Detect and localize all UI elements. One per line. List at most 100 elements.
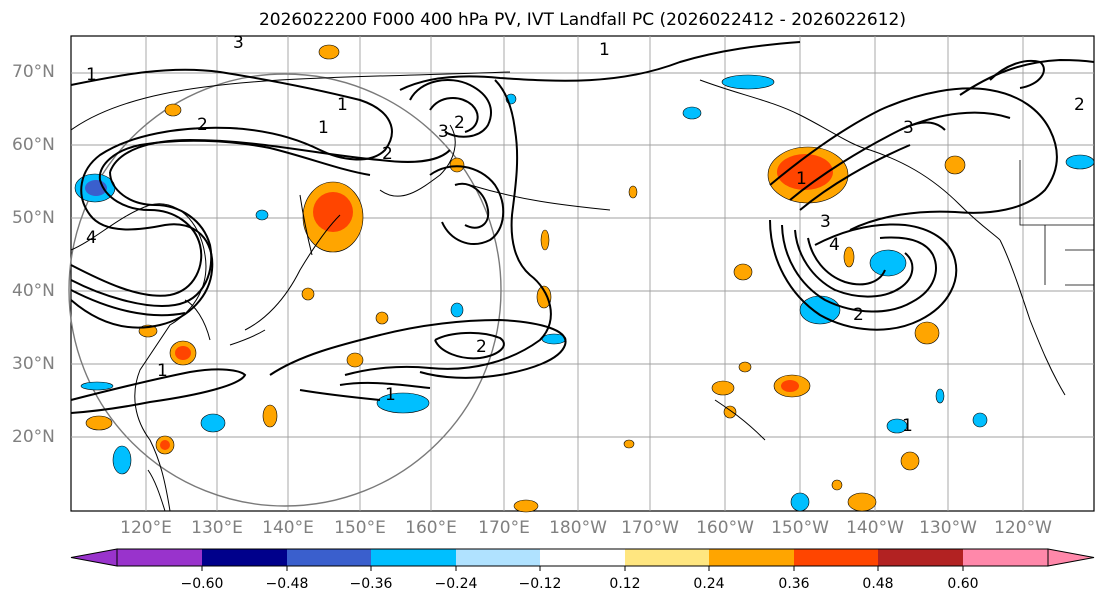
contour-line xyxy=(429,165,505,245)
colorbar-segment xyxy=(625,549,709,566)
pv-patch xyxy=(200,413,226,433)
colorbar-label: 0.60 xyxy=(947,576,979,592)
lon-label-150w: 150°W xyxy=(771,518,829,538)
pv-patch xyxy=(944,155,966,175)
contour-label: 1 xyxy=(318,118,329,138)
contour-line xyxy=(70,68,393,329)
contour-label: 1 xyxy=(599,40,610,60)
pv-patch xyxy=(513,499,539,513)
contour-line xyxy=(299,389,381,401)
pv-patch xyxy=(733,263,753,281)
lon-label-120w: 120°W xyxy=(994,518,1052,538)
coast-philippines xyxy=(147,469,166,512)
lat-label-20n: 20°N xyxy=(12,427,55,447)
colorbar-segment xyxy=(709,549,794,566)
contour-label: 3 xyxy=(903,118,914,138)
pv-patch xyxy=(777,154,833,190)
contour-label: 1 xyxy=(157,361,168,381)
lon-label-120e: 120°E xyxy=(120,518,172,538)
contour-line xyxy=(70,139,371,297)
contour-line xyxy=(807,237,886,286)
pv-patch xyxy=(831,479,843,491)
lon-label-160e: 160°E xyxy=(405,518,457,538)
contour-line xyxy=(70,171,213,307)
contour-label: 2 xyxy=(454,113,465,133)
pv-patch xyxy=(175,346,191,360)
colorbar-segment xyxy=(371,549,456,566)
contour-line xyxy=(269,318,567,379)
colorbar-segments xyxy=(71,549,1094,566)
coast-japan-south xyxy=(229,329,266,346)
contour-line xyxy=(959,58,1095,96)
colorbar-right-arrow-outline xyxy=(1047,548,1095,567)
hawaii-islands xyxy=(714,399,766,441)
pv-patch xyxy=(781,380,799,392)
ivt-contours xyxy=(70,41,1095,414)
pv-patch xyxy=(900,451,920,471)
contour-line xyxy=(789,111,1011,201)
pv-patch xyxy=(790,492,810,512)
pv-patch xyxy=(450,302,464,318)
contour-line xyxy=(899,121,946,131)
pv-patch xyxy=(164,103,182,117)
pv-patch xyxy=(869,249,907,277)
colorbar-left-arrow-outline xyxy=(70,548,118,567)
map-frame xyxy=(70,35,1095,512)
colorbar-left-arrow xyxy=(71,549,117,566)
pv-patch xyxy=(346,352,364,368)
contour-label: 1 xyxy=(385,385,396,405)
colorbar-label: 0.24 xyxy=(693,576,725,592)
pv-patch xyxy=(914,321,940,345)
colorbar-segment xyxy=(202,549,287,566)
colorbar-right-arrow xyxy=(1048,549,1094,566)
pv-patch xyxy=(623,439,635,449)
lat-label-30n: 30°N xyxy=(12,354,55,374)
colorbar-label: −0.12 xyxy=(518,576,562,592)
contour-line xyxy=(409,79,492,138)
pv-patch xyxy=(723,405,737,419)
lon-label-160w: 160°W xyxy=(696,518,754,538)
lon-label-180w: 180°W xyxy=(549,518,607,538)
contour-line xyxy=(799,144,911,211)
colorbar-label: 0.48 xyxy=(862,576,894,592)
contour-line xyxy=(70,368,247,414)
pv-patch xyxy=(711,380,735,396)
lon-label-150e: 150°E xyxy=(334,518,386,538)
map-title: 2026022200 F000 400 hPa PV, IVT Landfall… xyxy=(258,10,906,30)
colorbar-ticks xyxy=(201,566,964,571)
pv-patch xyxy=(682,106,702,120)
pv-patch xyxy=(112,445,132,475)
pv-patch xyxy=(847,492,877,512)
colorbar-label: 0.12 xyxy=(609,576,641,592)
contour-labels: 1 3 1 1 2 4 2 2 3 1 1 2 1 1 4 3 2 2 3 1 xyxy=(86,33,1085,436)
contour-line xyxy=(769,219,958,331)
pv-patch xyxy=(449,157,465,173)
contour-line xyxy=(109,138,451,173)
lon-label-170e: 170°E xyxy=(478,518,530,538)
contour-label: 3 xyxy=(233,33,244,53)
contour-label: 3 xyxy=(820,212,831,232)
pv-patch xyxy=(886,418,908,434)
contour-label: 1 xyxy=(796,169,807,189)
contour-label: 1 xyxy=(337,95,348,115)
colorbar-segment xyxy=(287,549,371,566)
pv-patch xyxy=(85,415,113,431)
coast-america xyxy=(999,239,1066,396)
pv-patch xyxy=(540,229,550,251)
contour-line xyxy=(989,60,1045,89)
pv-patch xyxy=(972,412,988,428)
contour-line xyxy=(769,87,1058,231)
pv-patch xyxy=(721,74,775,90)
lat-label-60n: 60°N xyxy=(12,135,55,155)
lon-label-170w: 170°W xyxy=(621,518,679,538)
pv-patch xyxy=(628,185,638,199)
contour-label: 2 xyxy=(1074,95,1085,115)
lat-label-40n: 40°N xyxy=(12,281,55,301)
colorbar-label: −0.48 xyxy=(265,576,309,592)
contour-line xyxy=(70,289,186,317)
coast-sakhalin xyxy=(299,194,313,256)
coast-siberia xyxy=(70,71,511,131)
pv-patch xyxy=(738,361,752,373)
contour-line xyxy=(399,41,801,91)
